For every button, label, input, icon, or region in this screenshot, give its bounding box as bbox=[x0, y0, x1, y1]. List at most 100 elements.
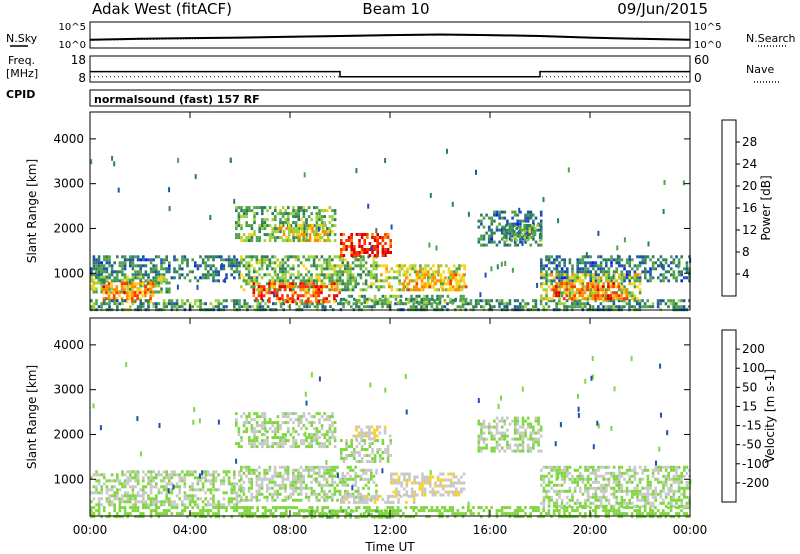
velocity-cell bbox=[375, 471, 378, 475]
power-cell bbox=[247, 282, 251, 286]
power-cell bbox=[381, 302, 384, 306]
power-cell bbox=[261, 212, 264, 216]
power-cell bbox=[366, 236, 369, 239]
power-cell bbox=[419, 273, 422, 277]
velocity-cell bbox=[360, 448, 364, 451]
power-cell bbox=[490, 305, 493, 309]
velocity-cell bbox=[297, 468, 300, 472]
velocity-cell bbox=[448, 509, 452, 513]
power-cell bbox=[263, 206, 267, 210]
power-cell bbox=[487, 225, 491, 229]
power-cell bbox=[426, 264, 430, 268]
power-cell bbox=[280, 224, 283, 227]
velocity-cell bbox=[379, 448, 382, 451]
velocity-cell bbox=[307, 498, 311, 502]
power-cell bbox=[534, 240, 538, 244]
velocity-cell bbox=[363, 494, 366, 498]
power-cell bbox=[385, 279, 388, 283]
power-cell bbox=[573, 305, 577, 309]
power-cell bbox=[118, 270, 122, 274]
power-cell bbox=[605, 261, 608, 265]
velocity-cell bbox=[263, 412, 267, 416]
power-cell bbox=[625, 302, 629, 306]
power-cell bbox=[268, 273, 272, 277]
power-cell bbox=[376, 242, 379, 245]
power-cell bbox=[144, 279, 148, 283]
velocity-cell bbox=[373, 497, 377, 501]
velocity-cell bbox=[274, 433, 277, 437]
power-cell bbox=[294, 255, 298, 259]
velocity-cell bbox=[227, 470, 231, 474]
velocity-cell bbox=[373, 457, 377, 460]
velocity-cell bbox=[403, 475, 406, 479]
power-cell bbox=[563, 285, 566, 289]
beam-title: Beam 10 bbox=[362, 0, 429, 18]
power-cell bbox=[304, 285, 308, 289]
velocity-cell bbox=[136, 473, 140, 477]
power-sparse-echo bbox=[429, 192, 432, 198]
velocity-cell bbox=[261, 433, 264, 437]
power-cell bbox=[547, 299, 551, 303]
power-cell bbox=[245, 212, 248, 216]
power-cell bbox=[310, 212, 313, 216]
velocity-cell bbox=[136, 482, 140, 486]
power-cell bbox=[498, 302, 501, 306]
velocity-cell bbox=[250, 480, 253, 484]
velocity-cell bbox=[328, 489, 331, 493]
power-cell bbox=[181, 267, 184, 271]
velocity-cell bbox=[292, 489, 295, 493]
power-cell bbox=[415, 276, 419, 280]
power-cell bbox=[597, 264, 600, 268]
velocity-cell bbox=[260, 477, 264, 481]
velocity-cell bbox=[194, 500, 197, 504]
velocity-cell bbox=[258, 483, 261, 487]
velocity-cell bbox=[431, 493, 435, 497]
power-cell bbox=[370, 270, 373, 274]
power-cell bbox=[310, 273, 313, 277]
velocity-cell bbox=[560, 515, 564, 519]
power-cell bbox=[110, 284, 114, 288]
power-colorbar-label: Power [dB] bbox=[759, 175, 773, 240]
velocity-cell bbox=[292, 445, 295, 449]
power-cell bbox=[431, 279, 434, 283]
velocity-cell bbox=[462, 472, 466, 476]
power-cell bbox=[105, 267, 109, 271]
power-cell bbox=[538, 239, 542, 242]
power-cell bbox=[528, 230, 532, 233]
power-cell bbox=[297, 230, 300, 234]
velocity-cell bbox=[255, 480, 259, 484]
velocity-cell bbox=[247, 468, 251, 472]
power-cell bbox=[247, 267, 251, 271]
velocity-cell bbox=[350, 509, 353, 513]
velocity-cell bbox=[305, 486, 308, 490]
velocity-cell bbox=[245, 421, 248, 425]
power-cell bbox=[364, 282, 368, 286]
power-cell bbox=[157, 255, 161, 259]
power-cell bbox=[649, 267, 652, 271]
power-cell bbox=[607, 297, 610, 301]
power-cell bbox=[558, 299, 561, 303]
power-cell bbox=[331, 224, 334, 228]
velocity-cell bbox=[333, 486, 337, 490]
power-cell bbox=[268, 236, 272, 240]
power-cell bbox=[296, 294, 300, 298]
power-cell bbox=[282, 233, 286, 236]
velocity-cell bbox=[589, 515, 592, 519]
power-cell bbox=[389, 300, 392, 304]
velocity-cell bbox=[323, 495, 326, 499]
velocity-cell bbox=[225, 470, 228, 474]
power-cell bbox=[578, 288, 582, 292]
velocity-cell bbox=[302, 433, 306, 437]
power-cell bbox=[118, 302, 122, 306]
velocity-cell bbox=[404, 515, 408, 519]
velocity-cell bbox=[354, 477, 357, 481]
power-cell bbox=[447, 267, 451, 271]
power-cell bbox=[257, 294, 261, 298]
power-cell bbox=[557, 291, 561, 295]
power-cell bbox=[599, 267, 603, 271]
power-cell bbox=[131, 294, 134, 298]
power-cell bbox=[636, 297, 639, 301]
power-cell bbox=[248, 239, 251, 243]
power-cell bbox=[355, 305, 358, 309]
power-cell bbox=[295, 302, 298, 306]
